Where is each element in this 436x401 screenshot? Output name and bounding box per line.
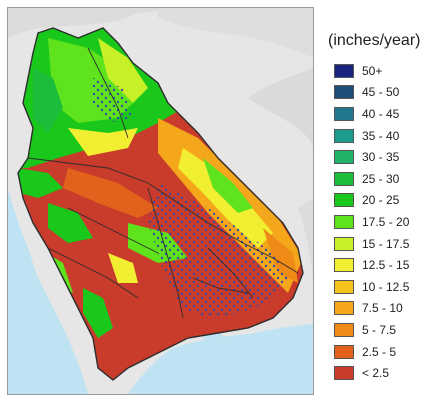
legend-item: 5 - 7.5 xyxy=(318,319,436,341)
legend-swatch xyxy=(334,301,354,316)
legend-label: 50+ xyxy=(362,63,383,78)
legend-label: 2.5 - 5 xyxy=(362,344,397,359)
legend-label: < 2.5 xyxy=(362,366,390,381)
legend-item: 10 - 12.5 xyxy=(318,276,436,298)
legend-label: 45 - 50 xyxy=(362,85,400,100)
legend-swatch xyxy=(334,366,354,381)
legend-label: 35 - 40 xyxy=(362,128,400,143)
legend-swatch xyxy=(334,193,354,208)
legend-swatch xyxy=(334,106,354,121)
legend-label: 20 - 25 xyxy=(362,193,400,208)
legend-item: 45 - 50 xyxy=(318,82,436,104)
legend-swatch xyxy=(334,63,354,78)
legend-item: 25 - 30 xyxy=(318,168,436,190)
legend-item: 17.5 - 20 xyxy=(318,211,436,233)
legend-item: 7.5 - 10 xyxy=(318,298,436,320)
legend-list: 50+ 45 - 50 40 - 45 35 - 40 30 - 35 25 - 30 20… xyxy=(318,60,436,384)
legend-swatch xyxy=(334,214,354,229)
legend-swatch xyxy=(334,171,354,186)
legend-label: 30 - 35 xyxy=(362,150,400,165)
legend-item: 35 - 40 xyxy=(318,125,436,147)
legend-item: 30 - 35 xyxy=(318,146,436,168)
legend-item: 20 - 25 xyxy=(318,190,436,212)
legend-item: 12.5 - 15 xyxy=(318,254,436,276)
legend-swatch xyxy=(334,279,354,294)
legend-label: 15 - 17.5 xyxy=(362,236,410,251)
legend-label: 12.5 - 15 xyxy=(362,258,410,273)
legend-label: 7.5 - 10 xyxy=(362,301,403,316)
legend-label: 10 - 12.5 xyxy=(362,279,410,294)
ocean-water xyxy=(8,188,88,394)
legend-swatch xyxy=(334,128,354,143)
legend-label: 25 - 30 xyxy=(362,171,400,186)
map-frame xyxy=(7,7,314,395)
legend-item: 2.5 - 5 xyxy=(318,341,436,363)
legend-swatch xyxy=(334,85,354,100)
legend-swatch xyxy=(334,150,354,165)
legend-swatch xyxy=(334,236,354,251)
recharge-map xyxy=(8,8,313,394)
legend-swatch xyxy=(334,258,354,273)
legend-item: 40 - 45 xyxy=(318,103,436,125)
legend-unit-title: (inches/year) xyxy=(328,32,421,49)
legend-item: 50+ xyxy=(318,60,436,82)
legend-swatch xyxy=(334,344,354,359)
legend-label: 40 - 45 xyxy=(362,106,400,121)
legend: (inches/year) 50+ 45 - 50 40 - 45 35 - 40 30… xyxy=(318,30,436,384)
legend-label: 5 - 7.5 xyxy=(362,322,397,337)
watershed-boundaries xyxy=(17,27,304,381)
legend-item: < 2.5 xyxy=(318,362,436,384)
terrain-shading xyxy=(8,8,313,288)
legend-swatch xyxy=(334,322,354,337)
legend-item: 15 - 17.5 xyxy=(318,233,436,255)
legend-label: 17.5 - 20 xyxy=(362,214,410,229)
bay-water xyxy=(128,324,313,394)
